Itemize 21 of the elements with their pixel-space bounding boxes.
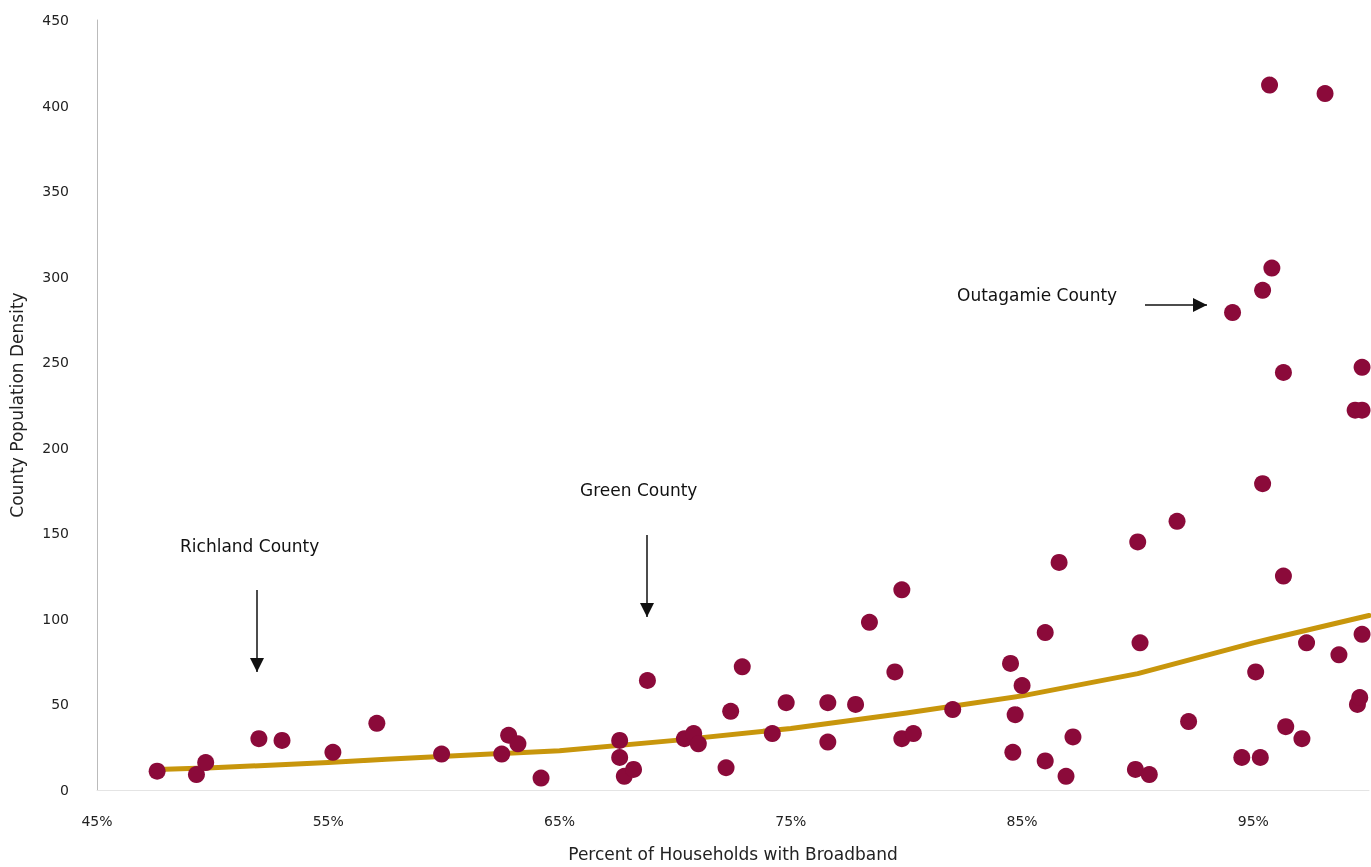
x-tick-label: 95%	[1237, 813, 1269, 829]
y-tick-label: 400	[42, 97, 69, 114]
y-tick-label: 50	[51, 696, 69, 713]
x-tick-label: 65%	[543, 813, 576, 829]
y-tick-label: 250	[42, 354, 69, 371]
y-tick-label: 350	[42, 183, 69, 200]
annotation: Green County	[580, 480, 698, 500]
y-axis-title: County Population Density	[6, 292, 27, 518]
x-tick-label: 55%	[312, 813, 344, 829]
y-tick-label: 100	[42, 610, 69, 627]
x-tick-label: 85%	[1006, 813, 1038, 829]
x-axis-title: Percent of Households with Broadband	[568, 843, 898, 864]
x-tick-label: 75%	[775, 813, 807, 829]
x-tick-label: 45%	[81, 813, 113, 829]
annotation: Richland County	[180, 536, 320, 556]
y-tick-label: 0	[60, 782, 69, 798]
y-tick-label: 150	[42, 525, 69, 542]
y-tick-label: 200	[42, 439, 69, 456]
y-tick-label: 450	[42, 12, 69, 28]
annotation: Outagamie County	[957, 285, 1118, 305]
y-tick-label: 300	[42, 268, 69, 285]
